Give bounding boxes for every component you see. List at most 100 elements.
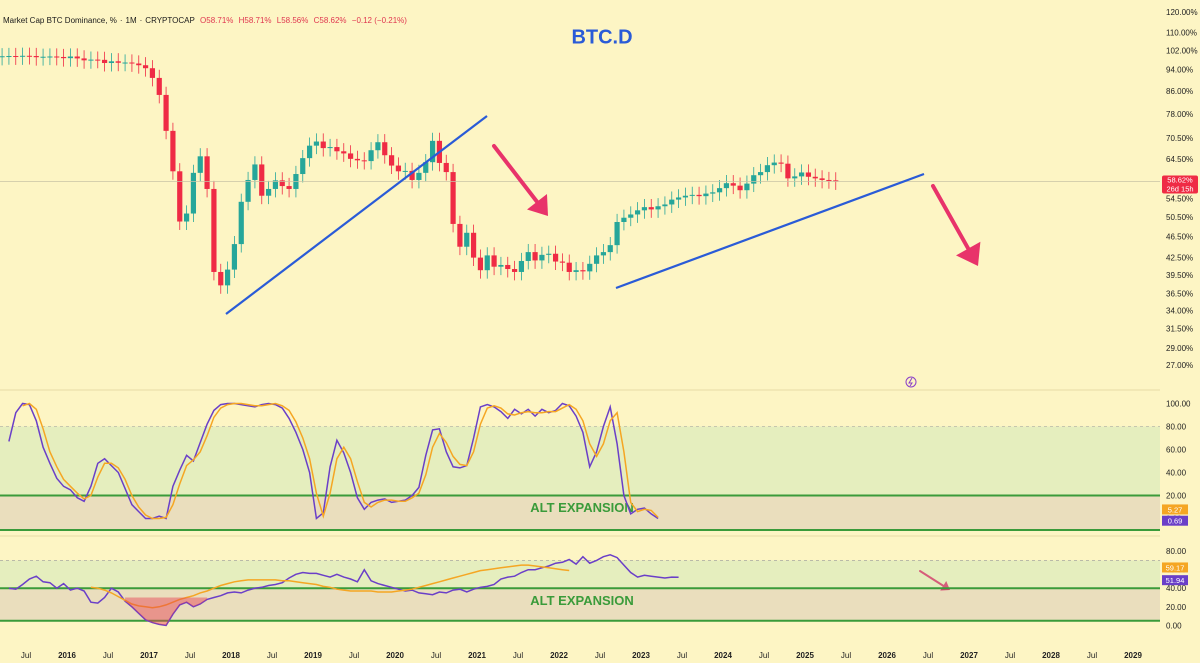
candle-body [245,179,251,202]
price-tick-label: 36.50% [1166,290,1193,299]
candle-body [477,257,484,271]
candle-body [518,260,525,272]
candle-body [771,162,777,166]
candle-body [149,68,156,78]
price-tick-label: 34.00% [1166,306,1193,315]
candle-body [655,206,661,210]
candle-body [546,253,552,255]
candle-body [423,162,429,173]
x-axis-label: 2022 [550,651,568,660]
candle-body [696,194,702,197]
rsi-tick-label: 0.00 [1166,621,1182,630]
candle-body [231,244,238,270]
x-axis-label: 2028 [1042,651,1060,660]
candle-body [498,264,504,267]
rsi-tick-label: 80.00 [1166,547,1187,556]
candle-body [457,223,463,247]
price-tick-label: 31.50% [1166,325,1193,334]
candle-body [0,56,5,58]
arrow-shaft [919,570,945,587]
candle-body [744,183,750,191]
price-tick-label: 64.50% [1166,155,1193,164]
candle-body [33,56,39,58]
price-tick-label: 120.00% [1166,8,1198,17]
x-axis-label: Jul [431,651,441,660]
price-tick-label: 39.50% [1166,271,1193,280]
candle-body [675,197,682,200]
candle-body [347,153,354,159]
candle-body [272,180,279,189]
candle-body [689,194,695,196]
rsi-zone-label: ALT EXPANSION [530,593,634,608]
x-axis-label: 2025 [796,651,814,660]
candle-body [129,62,135,64]
candle-body [833,180,839,182]
interval: 1M [125,16,137,25]
icon-bolt [908,377,913,387]
candle-body [470,232,477,258]
candle-body [552,253,559,262]
candle-body [826,179,832,181]
rsi-upper-band [0,560,1160,589]
candle-body [539,254,545,261]
candle-body [662,204,668,207]
x-axis-label: 2020 [386,651,404,660]
candle-body [81,58,87,61]
stoch-value-badge [1162,515,1188,526]
candle-body [464,232,470,247]
candle-body [88,59,94,61]
candle-body [115,61,121,63]
candle-body [286,186,292,189]
arrow-down-2021 [492,144,548,216]
last-price-badge [1162,175,1198,194]
candle-body [416,172,422,180]
x-axis-label: Jul [1087,651,1097,660]
candle-body [101,59,108,64]
price-tick-label: 54.50% [1166,195,1193,204]
rsi-oversold-fill [125,597,208,626]
candle-body [142,65,149,69]
last-price-label: 58.62% [1167,175,1193,184]
candle-body [443,162,449,173]
candle-body [26,55,33,57]
rsi-value-badge [1162,575,1188,586]
candle-body [313,141,320,146]
candle-body [60,56,67,59]
x-axis-label: Jul [923,651,933,660]
candle-body [204,156,210,189]
candle-body [819,178,825,180]
price-tick-label: 46.50% [1166,232,1193,241]
stoch-alt-zone [0,495,1160,530]
candle-body [259,164,265,196]
candle-body [600,252,607,256]
candle-body [327,147,333,149]
price-tick-label: 70.50% [1166,134,1193,143]
x-axis-label: 2018 [222,651,240,660]
candle-body [6,56,12,58]
candle-body [484,255,490,271]
candle-body [54,56,60,58]
candle-body [136,63,142,66]
candle-body [621,217,627,223]
candle-body [388,155,395,166]
rsi-value-label: 59.17 [1166,563,1185,572]
arrow-down-2026 [931,184,981,266]
candle-body [450,172,456,224]
candle-body [648,207,654,210]
price-tick-label: 42.50% [1166,254,1193,263]
candle-body [197,156,203,173]
x-axis-label: Jul [841,651,851,660]
candle-body [402,170,408,172]
candle-body [300,158,306,175]
candle-body [19,55,26,57]
x-axis-label: 2027 [960,651,978,660]
stoch-tick-label: 100.00 [1166,400,1191,409]
x-axis-label: Jul [759,651,769,660]
stoch-tick-label: 40.00 [1166,469,1187,478]
trendline-up-2022 [615,172,925,290]
candle-body [306,145,313,159]
x-axis-label: Jul [677,651,687,660]
candle-body [279,180,285,187]
price-tick-label: 78.00% [1166,110,1193,119]
